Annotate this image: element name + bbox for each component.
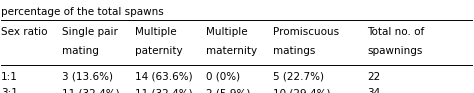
Text: Multiple: Multiple: [206, 27, 248, 37]
Text: mating: mating: [62, 46, 99, 57]
Text: Multiple: Multiple: [135, 27, 177, 37]
Text: 34: 34: [367, 88, 381, 93]
Text: 22: 22: [367, 72, 381, 82]
Text: 3:1: 3:1: [1, 88, 18, 93]
Text: 10 (29.4%): 10 (29.4%): [273, 88, 330, 93]
Text: 11 (32.4%): 11 (32.4%): [135, 88, 193, 93]
Text: 14 (63.6%): 14 (63.6%): [135, 72, 193, 82]
Text: percentage of the total spawns: percentage of the total spawns: [1, 7, 164, 17]
Text: Promiscuous: Promiscuous: [273, 27, 339, 37]
Text: 11 (32.4%): 11 (32.4%): [62, 88, 119, 93]
Text: spawnings: spawnings: [367, 46, 423, 57]
Text: 1:1: 1:1: [1, 72, 18, 82]
Text: 5 (22.7%): 5 (22.7%): [273, 72, 324, 82]
Text: Single pair: Single pair: [62, 27, 118, 37]
Text: maternity: maternity: [206, 46, 257, 57]
Text: matings: matings: [273, 46, 315, 57]
Text: paternity: paternity: [135, 46, 182, 57]
Text: 0 (0%): 0 (0%): [206, 72, 240, 82]
Text: Total no. of: Total no. of: [367, 27, 425, 37]
Text: Sex ratio: Sex ratio: [1, 27, 47, 37]
Text: 2 (5.9%): 2 (5.9%): [206, 88, 251, 93]
Text: 3 (13.6%): 3 (13.6%): [62, 72, 113, 82]
